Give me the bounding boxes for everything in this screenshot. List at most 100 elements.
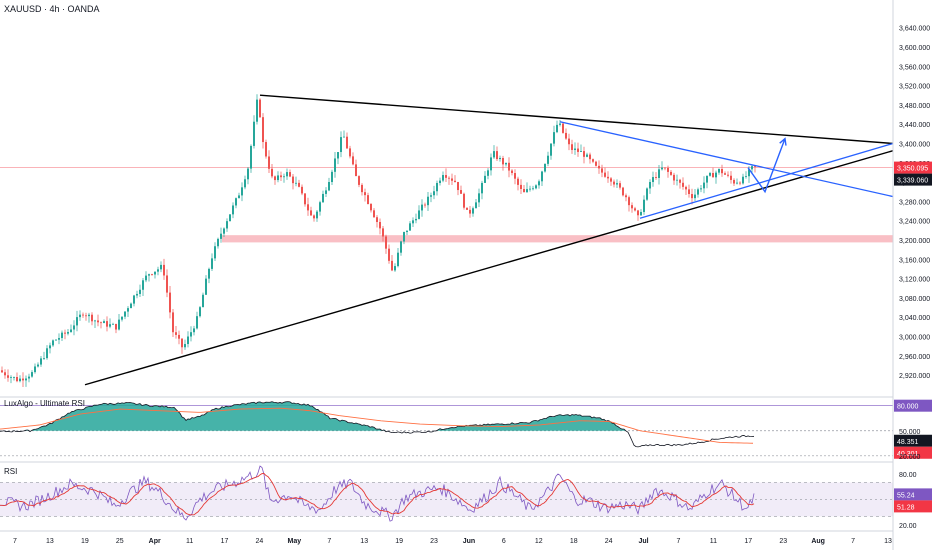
candle-body (634, 208, 636, 211)
candle-body (193, 328, 195, 333)
ult-axis-80: 80.000 (897, 404, 919, 411)
candle-body (559, 123, 561, 125)
candle-body (67, 331, 69, 334)
candle-body (94, 320, 96, 322)
candle-body (448, 177, 450, 179)
candle-body (478, 193, 480, 203)
candle-body (388, 248, 390, 261)
candle-body (568, 138, 570, 145)
candle-body (556, 124, 558, 133)
price-tick-label: 3,640.000 (899, 26, 930, 33)
candle-body (649, 182, 651, 189)
candle-body (625, 195, 627, 198)
candle-body (553, 132, 555, 144)
time-tick-label: 17 (744, 538, 752, 545)
candle-body (532, 188, 534, 190)
candle-body (112, 323, 114, 325)
candle-body (355, 164, 357, 177)
candle-body (52, 340, 54, 346)
candle-body (166, 275, 168, 293)
candle-body (358, 176, 360, 185)
time-tick-label: 13 (360, 538, 368, 545)
candle-body (58, 338, 60, 340)
candle-body (205, 278, 207, 295)
candle-body (22, 378, 24, 381)
ult-value-signal-bg (894, 446, 932, 459)
candle-body (655, 177, 657, 178)
candle-body (253, 121, 255, 146)
candle-body (490, 157, 492, 171)
current-price-label: 3,350.095 (897, 166, 928, 173)
candle-body (469, 209, 471, 214)
candle-body (589, 154, 591, 160)
candle-body (217, 238, 219, 247)
price-tick-label: 3,400.000 (899, 141, 930, 148)
candle-body (562, 123, 564, 133)
triangle-upper-line (259, 94, 894, 145)
candle-body (475, 202, 477, 209)
time-tick-label: 6 (502, 538, 506, 545)
candle-body (598, 165, 600, 169)
candle-body (730, 175, 732, 180)
candle-body (385, 236, 387, 249)
rsi-value-signal-bg (894, 500, 932, 513)
candle-body (250, 145, 252, 169)
candle-body (283, 176, 285, 178)
candle-body (664, 167, 666, 169)
candle-body (325, 190, 327, 194)
candle-body (520, 184, 522, 190)
candle-body (724, 173, 726, 175)
candle-body (130, 303, 132, 309)
candle-body (736, 182, 738, 184)
time-tick-label: Aug (811, 538, 825, 545)
candle-body (109, 324, 111, 327)
candle-body (631, 205, 633, 209)
candle-body (271, 168, 273, 177)
candle-body (142, 280, 144, 290)
candle-body (742, 176, 744, 184)
candle-body (262, 117, 264, 143)
price-tick-label: 3,240.000 (899, 219, 930, 226)
candle-body (496, 151, 498, 160)
price-axis: 2,920.000 2,960.000 3,000.000 3,040.000 3,08… (894, 26, 932, 380)
candle-body (187, 336, 189, 345)
last-price-label: 3,339.060 (897, 178, 928, 185)
candle-body (439, 180, 441, 183)
candle-body (622, 187, 624, 196)
candle-body (55, 339, 57, 341)
candle-body (127, 308, 129, 312)
candle-body (202, 294, 204, 308)
candle-body (451, 178, 453, 181)
candle-body (169, 292, 171, 313)
candle-body (178, 334, 180, 339)
candle-body (403, 232, 405, 242)
candle-body (16, 377, 18, 382)
candle-body (199, 307, 201, 317)
price-tick-label: 3,000.000 (899, 335, 930, 342)
ult-value-signal: 40.301 (897, 451, 919, 458)
candle-body (676, 179, 678, 181)
candle-body (343, 136, 345, 138)
candle-body (652, 177, 654, 183)
candle-body (523, 189, 525, 193)
rsi-axis: 80.00 55.24 51.28 20.00 (894, 472, 932, 530)
candle-body (208, 268, 210, 279)
candle-body (424, 204, 426, 206)
candle-body (484, 175, 486, 183)
candle-body (442, 175, 444, 181)
candle-body (445, 175, 447, 178)
ult-value-main: 48.351 (897, 439, 919, 446)
time-tick-label: 25 (116, 538, 124, 545)
candle-body (373, 210, 375, 218)
time-tick-label: 19 (395, 538, 403, 545)
rsi-series (0, 465, 893, 522)
ult-rsi-line (0, 401, 755, 448)
candle-body (706, 175, 708, 183)
candle-body (754, 166, 756, 167)
candle-body (436, 182, 438, 192)
candle-body (184, 344, 186, 348)
rsi-axis-20: 20.00 (899, 523, 917, 530)
candle-body (73, 325, 75, 330)
time-tick-label: 12 (535, 538, 543, 545)
candle-body (700, 188, 702, 190)
